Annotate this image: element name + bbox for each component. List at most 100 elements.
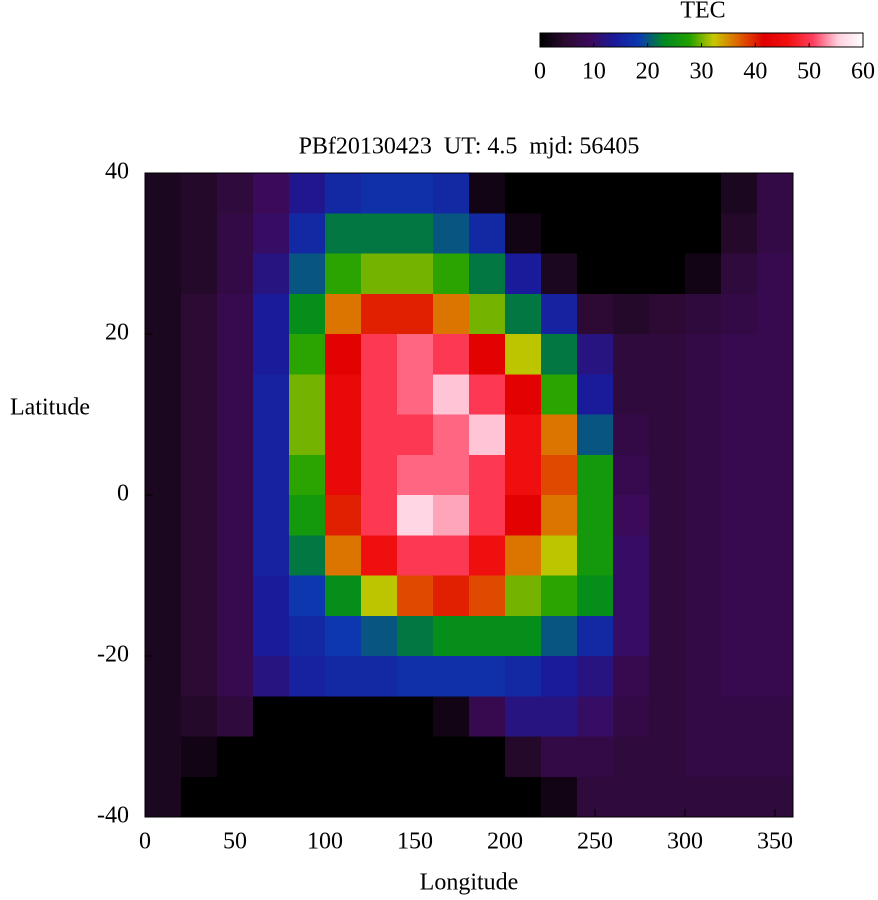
heatmap-cell xyxy=(505,495,542,536)
heatmap-cell xyxy=(505,776,542,818)
heatmap-cell xyxy=(649,615,686,657)
heatmap-cell xyxy=(469,495,506,536)
heatmap-cell xyxy=(577,293,614,335)
heatmap-cell xyxy=(253,374,290,415)
heatmap-cell xyxy=(145,293,182,335)
heatmap-cell xyxy=(181,776,218,818)
heatmap-cell xyxy=(541,334,578,375)
heatmap-cell xyxy=(253,293,290,335)
heatmap-cell xyxy=(433,454,470,496)
heatmap-cell xyxy=(325,454,362,496)
heatmap-cell xyxy=(289,736,326,778)
heatmap-cell xyxy=(325,656,362,697)
heatmap-cell xyxy=(289,696,326,737)
colorbar-tick-label: 20 xyxy=(636,59,660,85)
heatmap-cell xyxy=(577,334,614,375)
heatmap-cell xyxy=(649,334,686,375)
heatmap-cell xyxy=(325,293,362,335)
heatmap-cell xyxy=(757,213,794,254)
heatmap-cell xyxy=(433,535,470,576)
heatmap-cell xyxy=(685,696,722,737)
heatmap-cell xyxy=(145,213,182,254)
heatmap-cell xyxy=(649,374,686,415)
heatmap-cell xyxy=(685,575,722,617)
heatmap-cell xyxy=(505,656,542,697)
heatmap-cell xyxy=(541,213,578,254)
heatmap-cell xyxy=(145,736,182,778)
heatmap-cell xyxy=(397,173,434,214)
heatmap-cell xyxy=(757,374,794,415)
heatmap-cell xyxy=(577,615,614,657)
heatmap-cell xyxy=(181,173,218,214)
heatmap-cell xyxy=(361,293,398,335)
heatmap-cell xyxy=(613,736,650,778)
heatmap-cell xyxy=(649,173,686,214)
heatmap-cell xyxy=(325,575,362,617)
heatmap-cell xyxy=(757,736,794,778)
heatmap-cell xyxy=(325,696,362,737)
heatmap-cell xyxy=(469,454,506,496)
heatmap-cell xyxy=(289,575,326,617)
heatmap-cell xyxy=(181,253,218,295)
heatmap-cell xyxy=(613,776,650,818)
x-tick-label: 150 xyxy=(397,829,433,855)
heatmap-cell xyxy=(325,213,362,254)
heatmap-cell xyxy=(613,414,650,456)
heatmap-cell xyxy=(649,293,686,335)
heatmap-cell xyxy=(181,293,218,335)
heatmap-cell xyxy=(757,173,794,214)
heatmap-cell xyxy=(505,696,542,737)
heatmap-cell xyxy=(721,374,758,415)
heatmap-cell xyxy=(433,253,470,295)
heatmap-cell xyxy=(757,414,794,456)
heatmap-cell xyxy=(469,736,506,778)
heatmap-cell xyxy=(505,615,542,657)
heatmap-cell xyxy=(217,575,254,617)
heatmap-cell xyxy=(361,776,398,818)
heatmap-cell xyxy=(505,173,542,214)
heatmap-cell xyxy=(469,776,506,818)
heatmap-cell xyxy=(361,736,398,778)
colorbar-tick-label: 0 xyxy=(534,59,546,85)
heatmap-cell xyxy=(289,253,326,295)
heatmap-cell xyxy=(469,575,506,617)
heatmap-cell xyxy=(505,374,542,415)
heatmap-cell xyxy=(541,414,578,456)
heatmap-cell xyxy=(397,615,434,657)
heatmap-cell xyxy=(181,535,218,576)
heatmap-cell xyxy=(685,293,722,335)
heatmap-cell xyxy=(505,736,542,778)
heatmap-cell xyxy=(181,334,218,375)
heatmap-cell xyxy=(721,575,758,617)
heatmap-cell xyxy=(145,414,182,456)
x-tick-label: 300 xyxy=(667,829,703,855)
heatmap-cell xyxy=(721,736,758,778)
heatmap-cell xyxy=(505,454,542,496)
chart-title: PBf20130423 UT: 4.5 mjd: 56405 xyxy=(299,134,640,160)
heatmap-cell xyxy=(145,656,182,697)
heatmap-cell xyxy=(361,454,398,496)
heatmap-cell xyxy=(685,656,722,697)
x-tick-label: 100 xyxy=(307,829,343,855)
heatmap-cell xyxy=(217,696,254,737)
heatmap-cell xyxy=(757,495,794,536)
heatmap-cell xyxy=(397,334,434,375)
heatmap-cell xyxy=(685,535,722,576)
heatmap-cell xyxy=(721,414,758,456)
heatmap-cell xyxy=(721,535,758,576)
heatmap-cell xyxy=(541,736,578,778)
heatmap-cell xyxy=(253,776,290,818)
heatmap-cell xyxy=(577,736,614,778)
heatmap-cell xyxy=(757,615,794,657)
heatmap-cell xyxy=(649,535,686,576)
heatmap-cell xyxy=(397,293,434,335)
heatmap-cell xyxy=(145,615,182,657)
heatmap-cell xyxy=(361,414,398,456)
heatmap-cell xyxy=(541,253,578,295)
heatmap-cell xyxy=(145,253,182,295)
x-tick-label: 50 xyxy=(223,829,247,855)
heatmap-cell xyxy=(757,293,794,335)
heatmap-cell xyxy=(289,173,326,214)
heatmap-cell xyxy=(145,173,182,214)
heatmap-cell xyxy=(757,656,794,697)
